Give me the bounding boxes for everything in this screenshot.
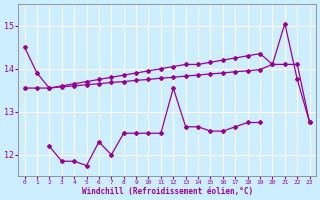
X-axis label: Windchill (Refroidissement éolien,°C): Windchill (Refroidissement éolien,°C) [82,187,253,196]
